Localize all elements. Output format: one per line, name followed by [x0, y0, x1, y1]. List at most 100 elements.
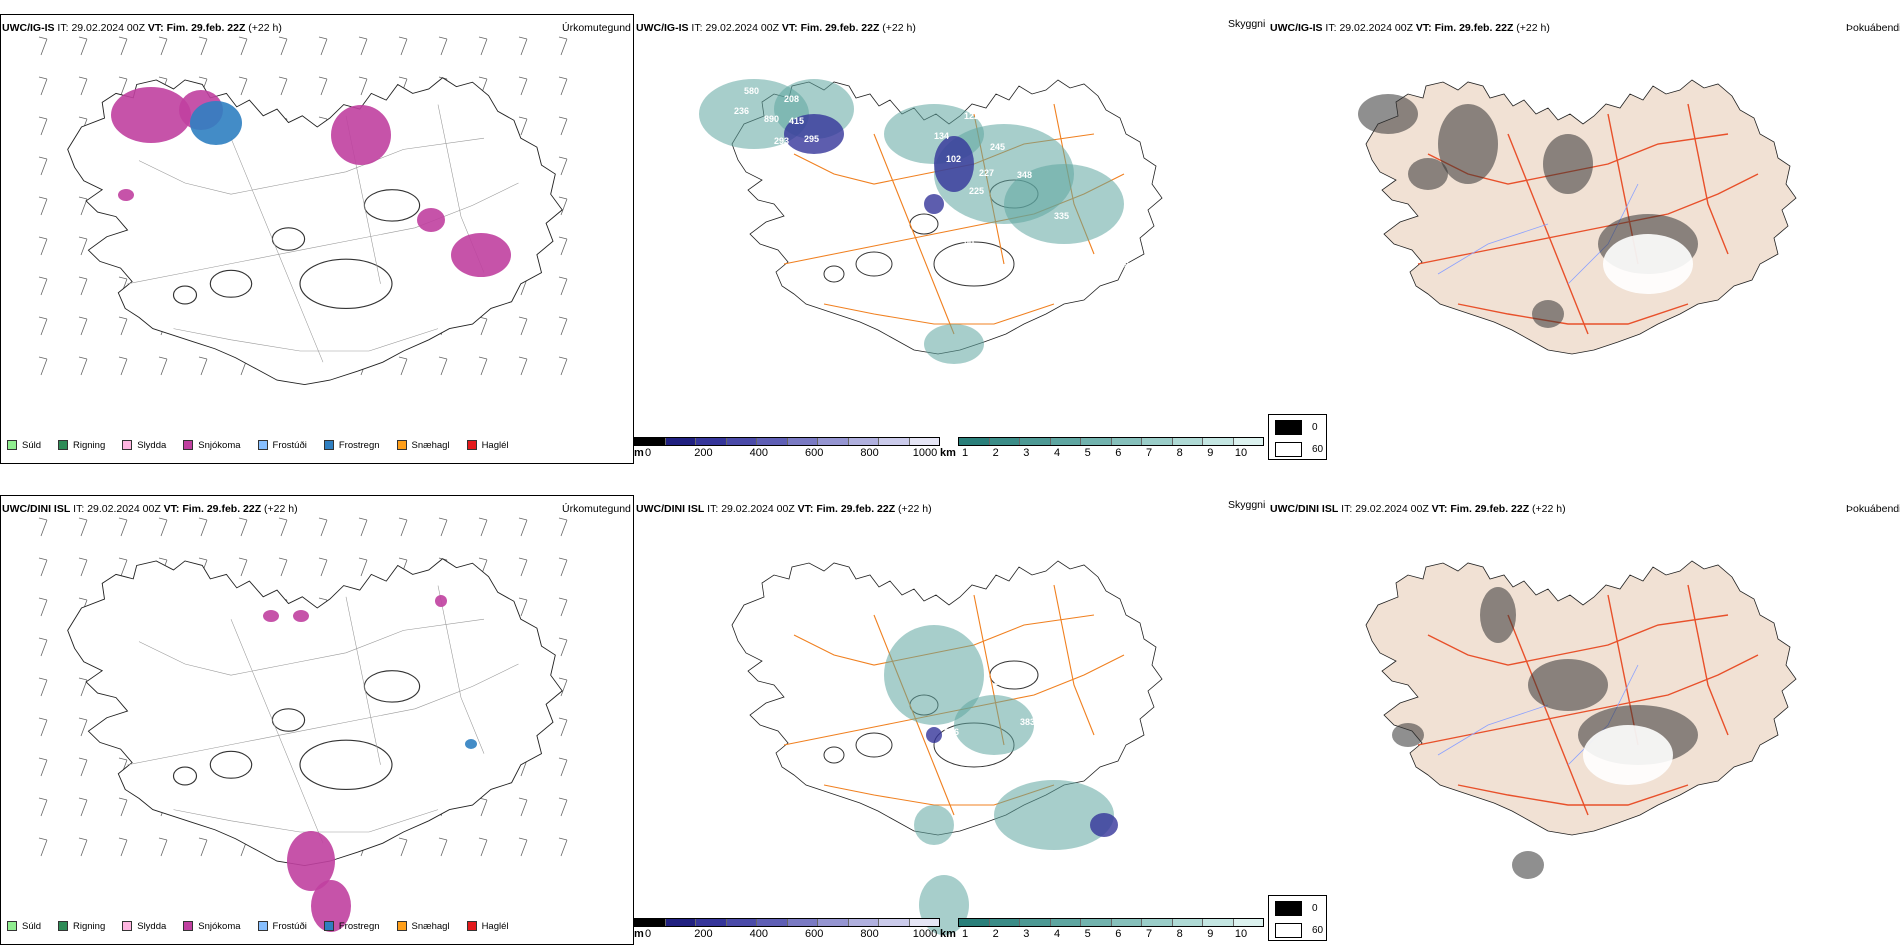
wind-barb: [398, 517, 408, 537]
legend-item: Frostúði: [257, 921, 307, 932]
glacier-outline: [172, 285, 198, 305]
fog-legend-row: 0: [1275, 901, 1318, 916]
wind-barb: [318, 36, 328, 56]
snow-area: [451, 233, 511, 277]
wind-barb: [438, 356, 448, 376]
panel-title-row2-cloud: UWC/DINI ISL IT: 29.02.2024 00Z VT: Fim.…: [636, 503, 932, 515]
wind-barb: [558, 637, 568, 657]
panel-title-row2-precip: UWC/DINI ISL IT: 29.02.2024 00Z VT: Fim.…: [2, 503, 298, 515]
wind-barb: [78, 797, 88, 817]
colorbar-step: [1203, 438, 1234, 445]
tick-label: 1000: [912, 928, 938, 940]
cloud-base-value: 332: [994, 677, 1009, 687]
road-line: [230, 619, 324, 844]
wind-barb: [38, 797, 48, 817]
iceland-outline: [1365, 79, 1797, 355]
legend-label: Frostregn: [338, 920, 380, 932]
wind-barb: [38, 356, 48, 376]
legend-label: Rigning: [73, 439, 106, 451]
cloud-visibility-map-row1: 580 208 890 415 236 293 295 134 122 419 102 245 227 3…: [634, 14, 1268, 464]
tick-label: 600: [805, 447, 824, 459]
wind-barb: [118, 557, 128, 577]
colorbar-step: [818, 919, 849, 926]
wind-barb: [38, 677, 48, 697]
wind-barb: [518, 116, 528, 136]
legend-swatch: [7, 440, 17, 450]
wind-barb: [478, 356, 488, 376]
wind-barb: [38, 757, 48, 777]
glacier-outline: [209, 269, 253, 298]
panel-type-fog-row1: Þokuábendi: [1846, 22, 1900, 34]
colorbar-step: [1020, 438, 1051, 445]
legend-swatch: [122, 440, 133, 450]
fog-legend-swatch: [1275, 442, 1302, 457]
wind-barb: [78, 757, 88, 777]
legend-swatch: [183, 921, 194, 931]
legend-label: Slydda: [137, 920, 167, 932]
wind-barb: [78, 677, 88, 697]
cloud-base-colorbar: [634, 918, 940, 927]
wind-barb: [478, 797, 488, 817]
fog-legend-swatch: [1275, 923, 1302, 938]
legend-item: Frostregn: [323, 920, 380, 932]
colorbar-step: [1142, 438, 1173, 445]
legend-swatch: [122, 921, 133, 931]
visibility-area: [914, 805, 954, 845]
colorbar-step: [989, 438, 1020, 445]
colorbar-step: [665, 919, 696, 926]
snow-area: [435, 595, 447, 607]
fog-legend-swatch: [1275, 420, 1302, 435]
wind-barb: [558, 557, 568, 577]
tick-label: 0: [644, 447, 652, 459]
wind-barb: [78, 276, 88, 296]
visibility-colorbar: [958, 918, 1264, 927]
legend-label: Frostregn: [338, 439, 380, 451]
fog-index-legend: 0 60: [1268, 895, 1327, 941]
wind-barb: [278, 36, 288, 56]
coastline: [67, 77, 563, 386]
tick-label: 4: [1053, 447, 1061, 459]
wind-barb: [78, 837, 88, 857]
iceland-outline: [67, 558, 563, 867]
wind-barb: [318, 517, 328, 537]
legend-label: Frostúði: [272, 439, 307, 451]
wind-barb: [38, 557, 48, 577]
wind-barb: [118, 76, 128, 96]
colorbar-step: [818, 438, 849, 445]
cloud-base-value: 236: [734, 106, 749, 116]
visibility-area: [924, 324, 984, 364]
tick-label: 3: [1023, 447, 1030, 459]
wind-barb: [78, 236, 88, 256]
wind-barb: [158, 36, 168, 56]
road-line: [437, 585, 485, 754]
wind-barb: [118, 837, 128, 857]
road-line: [823, 303, 1055, 325]
wind-barb: [398, 356, 408, 376]
wind-barb: [78, 557, 88, 577]
wind-barb: [518, 837, 528, 857]
road-line: [1427, 614, 1729, 666]
wind-barb: [558, 717, 568, 737]
low-cloud-area: [924, 194, 944, 214]
wind-barb: [38, 156, 48, 176]
road-line: [1417, 654, 1759, 746]
coastline: [67, 558, 563, 867]
tick-label: 9: [1207, 928, 1214, 940]
legend-label: Rigning: [73, 920, 106, 932]
fog-legend-swatch: [1275, 901, 1302, 916]
cloud-base-value: 327: [1034, 697, 1049, 707]
cloud-base-value: 102: [946, 154, 961, 164]
wind-barb: [558, 597, 568, 617]
panel-type-cloud-row2: Skyggni: [1228, 499, 1266, 511]
road-line: [345, 596, 381, 765]
fog-legend-row: 0: [1275, 420, 1318, 435]
colorbar-step: [1203, 919, 1234, 926]
wind-barb: [38, 316, 48, 336]
legend-label: Slydda: [137, 439, 167, 451]
wind-barb: [558, 156, 568, 176]
panel-title-row1-precip: UWC/IG-IS IT: 29.02.2024 00Z VT: Fim. 29…: [2, 22, 282, 34]
wind-barb: [438, 837, 448, 857]
colorbar-step: [1172, 919, 1203, 926]
fog-area: [1438, 104, 1498, 184]
fog-index-legend: 0 60: [1268, 414, 1327, 460]
